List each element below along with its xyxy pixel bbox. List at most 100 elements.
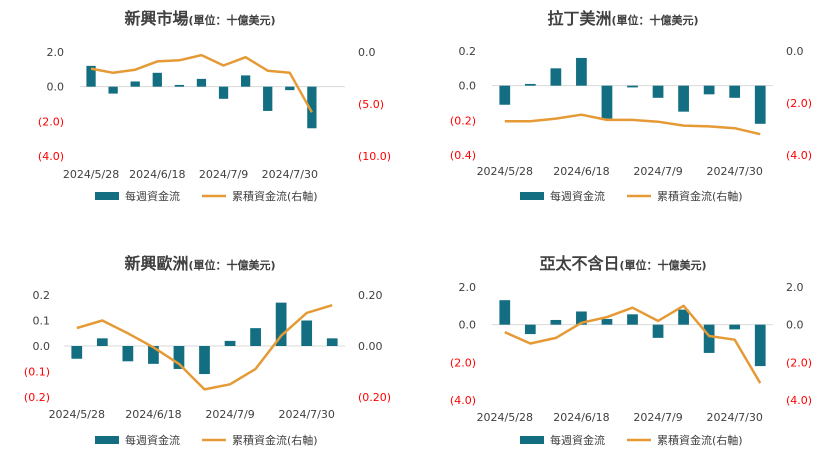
right-axis-tick-label: 2.0 [786,281,804,294]
weekly-flow-bar [71,346,83,359]
left-axis-tick-label: (0.2) [450,114,476,127]
weekly-flow-bar [550,68,562,86]
left-axis-tick-label: (0.4) [450,149,476,162]
weekly-flow-bar [130,81,140,87]
legend: 每週資金流 累積資金流(右軸) [520,189,743,203]
right-axis-tick-label: (5.0) [358,98,384,111]
legend: 每週資金流 累積資金流(右軸) [95,433,318,447]
weekly-flow-bar [524,83,536,86]
left-axis-tick-label: 2.0 [47,46,65,59]
chart-title-main: 拉丁美洲 [547,9,611,28]
weekly-flow-bar [703,85,715,95]
left-axis-tick-label: 2.0 [459,281,477,294]
chart-panel-1: 新興市場(單位：十億美元) 2.0 0.0 (2.0) (4.0) 0.0 (5.0) (10… [38,9,391,203]
left-axis-tick-label: 0.1 [33,315,51,328]
weekly-flow-bar [285,86,295,91]
weekly-flow-bar [678,85,689,112]
right-axis-tick-label: 0.0 [786,45,804,58]
legend-line-label: 累積資金流(右軸) [657,433,743,447]
weekly-flow-bar [250,328,261,346]
x-axis-tick-label: 2024/7/30 [278,408,334,421]
weekly-flow-bar [174,84,185,87]
x-axis-tick-label: 2024/6/18 [553,411,609,424]
left-axis-tick-label: 0.0 [47,81,65,94]
weekly-flow-bar [224,340,236,346]
legend-line-label: 累積資金流(右軸) [657,189,743,203]
x-axis-tick-label: 2024/6/18 [553,165,609,178]
chart-title-main: 亞太不含日 [539,254,619,273]
chart-panel-3: 新興歐洲(單位：十億美元) 0.2 0.1 0.0 (0.1) (0.2) 0.20 0.00… [24,254,391,447]
weekly-flow-bar [218,86,229,99]
left-axis-tick-label: (2.0) [38,115,64,128]
weekly-flow-bar [199,346,210,375]
weekly-flow-bar [96,338,108,346]
x-axis-tick-label: 2024/6/18 [125,408,181,421]
x-axis-tick-label: 2024/7/9 [199,168,248,181]
left-axis-tick-label: (0.2) [24,391,50,404]
left-axis-tick-label: 0.0 [459,319,477,332]
legend-bar-swatch [520,192,544,200]
legend-bar-swatch [95,436,119,444]
weekly-flow-bar [499,85,511,105]
left-axis-tick-label: (0.1) [24,366,50,379]
weekly-flow-bar [652,324,664,338]
weekly-flow-bar [754,85,766,124]
weekly-flow-bar [301,320,313,346]
right-axis-tick-label: (4.0) [786,149,812,162]
right-axis-tick-label: (10.0) [358,150,391,163]
x-axis-tick-label: 2024/7/30 [262,168,318,181]
weekly-flow-bar [263,86,273,111]
right-axis-tick-label: 0.20 [358,289,383,302]
legend-bar-swatch [95,192,119,200]
weekly-flow-bar [703,324,715,353]
x-axis-tick-label: 2024/7/9 [633,165,682,178]
weekly-flow-bar [576,311,587,325]
left-axis-tick-label: 0.0 [33,340,51,353]
weekly-flow-bar [524,324,536,335]
weekly-flow-bar [307,86,317,129]
weekly-flow-bar [678,309,689,325]
right-axis-tick-label: (2.0) [786,356,812,369]
weekly-flow-bar [729,85,741,98]
right-axis-tick-label: (0.20) [358,391,391,404]
legend-bar-label: 每週資金流 [125,433,180,447]
x-axis-tick-label: 2024/6/18 [129,168,185,181]
chart-title: 新興市場(單位：十億美元) [124,9,275,28]
legend-bar-label: 每週資金流 [550,189,605,203]
chart-panel-2: 拉丁美洲(單位：十億美元) 0.2 0.0 (0.2) (0.4) 0.0 (2.0) (4.… [450,9,812,203]
x-axis-tick-label: 2024/7/30 [706,165,762,178]
weekly-flow-bar [729,324,741,330]
weekly-flow-bar [550,319,562,325]
legend-bar-swatch [520,436,544,444]
weekly-flow-bar [601,319,613,325]
x-axis-tick-label: 2024/7/30 [706,411,762,424]
weekly-flow-bar [499,300,511,325]
weekly-flow-bar [148,346,159,364]
weekly-flow-bar [86,65,96,87]
legend: 每週資金流 累積資金流(右軸) [520,433,743,447]
left-axis-tick-label: 0.0 [459,80,477,93]
weekly-flow-bar [240,75,251,87]
weekly-flow-bar [275,302,287,346]
chart-title: 亞太不含日(單位：十億美元) [539,254,706,273]
weekly-flow-bar [754,324,766,367]
legend-bar-label: 每週資金流 [125,189,180,203]
weekly-flow-bar [576,57,587,86]
chart-title-main: 新興市場 [124,9,188,28]
cumulative-flow-line [504,304,762,384]
weekly-flow-bar [108,86,118,94]
chart-title-unit: (單位：十億美元) [188,13,275,27]
legend-line-label: 累積資金流(右軸) [232,433,318,447]
left-axis-tick-label: 0.2 [459,45,477,58]
x-axis-tick-label: 2024/5/28 [49,408,105,421]
x-axis-tick-label: 2024/5/28 [477,165,533,178]
weekly-flow-bar [152,72,162,87]
x-axis-tick-label: 2024/5/28 [477,411,533,424]
left-axis-tick-label: (4.0) [38,150,64,163]
chart-title-unit: (單位：十億美元) [611,13,698,27]
chart-title-main: 新興歐洲 [124,254,188,273]
chart-title-unit: (單位：十億美元) [188,258,275,272]
left-axis-tick-label: (4.0) [450,394,476,407]
weekly-flow-bar [173,346,185,369]
